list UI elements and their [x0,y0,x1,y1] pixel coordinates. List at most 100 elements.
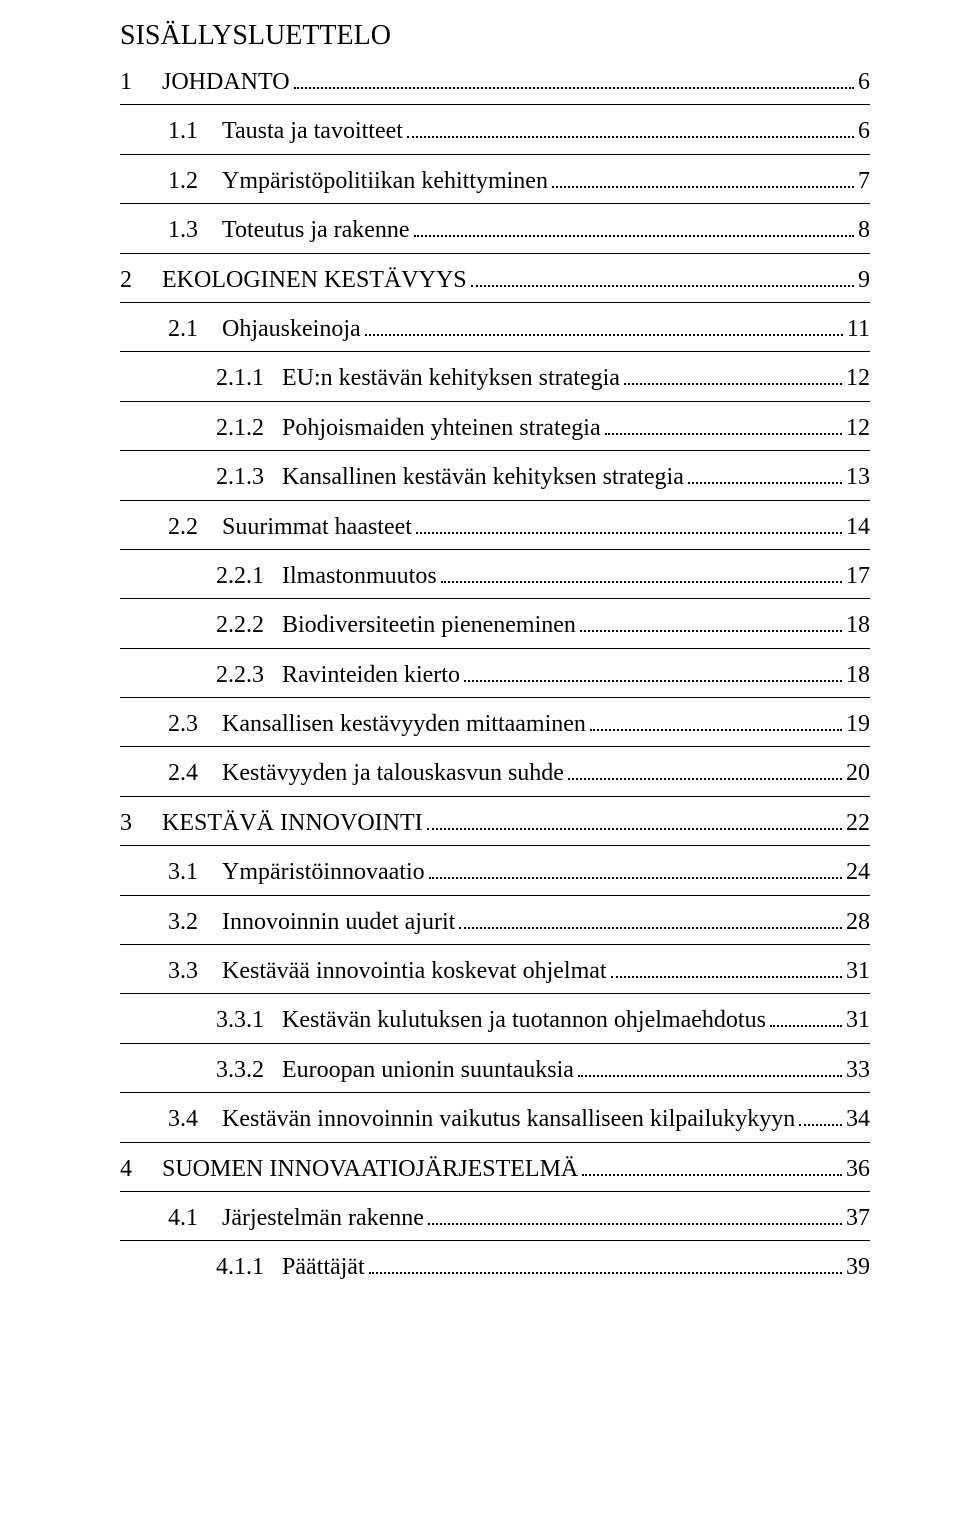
toc-row: 2.3 Kansallisen kestävyyden mittaaminen … [120,708,870,747]
toc-number: 2.1.3 [216,461,282,493]
toc-number: 3.3.1 [216,1004,282,1036]
toc-row: 1.1 Tausta ja tavoitteet 6 [120,115,870,154]
toc-number: 2.3 [168,708,222,740]
toc-number: 2.1 [168,313,222,345]
toc-page-number: 24 [846,856,870,888]
toc-row: 2.1.2 Pohjoismaiden yhteinen strategia 1… [120,412,870,451]
toc-leader-dots [552,186,854,188]
toc-label: SUOMEN INNOVAATIOJÄRJESTELMÄ [162,1153,578,1185]
toc-row: 2.2.1 Ilmastonmuutos 17 [120,560,870,599]
toc-row: 2.1.1 EU:n kestävän kehityksen strategia… [120,362,870,401]
toc-number: 4.1 [168,1202,222,1234]
toc-leader-dots [568,778,842,780]
toc-leader-dots [427,828,842,830]
toc-label: Kestävän innovoinnin vaikutus kansallise… [222,1103,795,1135]
toc-leader-dots [624,383,842,385]
toc-number: 3 [120,807,162,839]
toc-page-number: 7 [858,165,870,197]
toc-label: Päättäjät [282,1251,365,1283]
toc-page-number: 17 [846,560,870,592]
toc-label: Ympäristöpolitiikan kehittyminen [222,165,548,197]
toc-page-number: 11 [847,313,870,345]
toc-leader-dots [365,334,843,336]
toc-leader-dots [611,976,842,978]
toc-row: 3.4 Kestävän innovoinnin vaikutus kansal… [120,1103,870,1142]
toc-leader-dots [799,1124,842,1126]
toc-page-number: 34 [846,1103,870,1135]
toc-number: 1.1 [168,115,222,147]
toc-page-number: 6 [858,66,870,98]
toc-row: 3.2 Innovoinnin uudet ajurit 28 [120,906,870,945]
toc-leader-dots [582,1174,842,1176]
toc-page-number: 19 [846,708,870,740]
toc-number: 3.1 [168,856,222,888]
toc-row: 1.3 Toteutus ja rakenne 8 [120,214,870,253]
toc-number: 2 [120,264,162,296]
toc-label: Suurimmat haasteet [222,511,412,543]
toc-page-number: 9 [858,264,870,296]
toc-container: 1 JOHDANTO 61.1 Tausta ja tavoitteet 61.… [120,66,870,1284]
toc-number: 4.1.1 [216,1251,282,1283]
toc-page-number: 31 [846,955,870,987]
toc-number: 2.1.1 [216,362,282,394]
toc-page-number: 18 [846,609,870,641]
toc-label: Kestävyyden ja talouskasvun suhde [222,757,564,789]
toc-page-number: 39 [846,1251,870,1283]
toc-row: 3.1 Ympäristöinnovaatio 24 [120,856,870,895]
toc-page-number: 13 [846,461,870,493]
toc-leader-dots [459,927,842,929]
toc-leader-dots [416,532,842,534]
toc-row: 4 SUOMEN INNOVAATIOJÄRJESTELMÄ 36 [120,1153,870,1192]
toc-number: 3.3.2 [216,1054,282,1086]
toc-label: Euroopan unionin suuntauksia [282,1054,574,1086]
toc-row: 2.4 Kestävyyden ja talouskasvun suhde 20 [120,757,870,796]
toc-row: 2 EKOLOGINEN KESTÄVYYS 9 [120,264,870,303]
toc-page-number: 20 [846,757,870,789]
toc-page-number: 36 [846,1153,870,1185]
toc-page-number: 37 [846,1202,870,1234]
toc-leader-dots [688,482,842,484]
toc-page-number: 12 [846,412,870,444]
toc-row: 2.2 Suurimmat haasteet 14 [120,511,870,550]
toc-label: Ohjauskeinoja [222,313,361,345]
toc-label: Pohjoismaiden yhteinen strategia [282,412,601,444]
toc-label: Kestävän kulutuksen ja tuotannon ohjelma… [282,1004,766,1036]
toc-page-number: 28 [846,906,870,938]
toc-leader-dots [464,680,842,682]
toc-row: 1.2 Ympäristöpolitiikan kehittyminen 7 [120,165,870,204]
toc-row: 4.1 Järjestelmän rakenne 37 [120,1202,870,1241]
toc-number: 1 [120,66,162,98]
toc-page-number: 8 [858,214,870,246]
toc-label: Kestävää innovointia koskevat ohjelmat [222,955,607,987]
toc-number: 1.3 [168,214,222,246]
toc-page-number: 6 [858,115,870,147]
toc-leader-dots [605,433,842,435]
toc-label: Biodiversiteetin pieneneminen [282,609,576,641]
toc-row: 3 KESTÄVÄ INNOVOINTI 22 [120,807,870,846]
toc-number: 1.2 [168,165,222,197]
toc-row: 2.1.3 Kansallinen kestävän kehityksen st… [120,461,870,500]
toc-row: 4.1.1 Päättäjät 39 [120,1251,870,1283]
toc-number: 2.2.2 [216,609,282,641]
toc-number: 3.4 [168,1103,222,1135]
toc-label: Kansallisen kestävyyden mittaaminen [222,708,586,740]
toc-row: 2.2.2 Biodiversiteetin pieneneminen 18 [120,609,870,648]
toc-page-number: 12 [846,362,870,394]
toc-leader-dots [428,1223,842,1225]
toc-label: Ilmastonmuutos [282,560,437,592]
toc-label: KESTÄVÄ INNOVOINTI [162,807,423,839]
toc-row: 3.3 Kestävää innovointia koskevat ohjelm… [120,955,870,994]
toc-leader-dots [590,729,842,731]
toc-number: 3.3 [168,955,222,987]
toc-row: 3.3.2 Euroopan unionin suuntauksia 33 [120,1054,870,1093]
toc-row: 2.2.3 Ravinteiden kierto 18 [120,659,870,698]
toc-number: 2.2.1 [216,560,282,592]
toc-leader-dots [441,581,842,583]
toc-number: 4 [120,1153,162,1185]
toc-label: EU:n kestävän kehityksen strategia [282,362,620,394]
toc-number: 2.2 [168,511,222,543]
toc-leader-dots [414,235,854,237]
toc-leader-dots [407,136,854,138]
toc-label: Toteutus ja rakenne [222,214,410,246]
toc-row: 3.3.1 Kestävän kulutuksen ja tuotannon o… [120,1004,870,1043]
